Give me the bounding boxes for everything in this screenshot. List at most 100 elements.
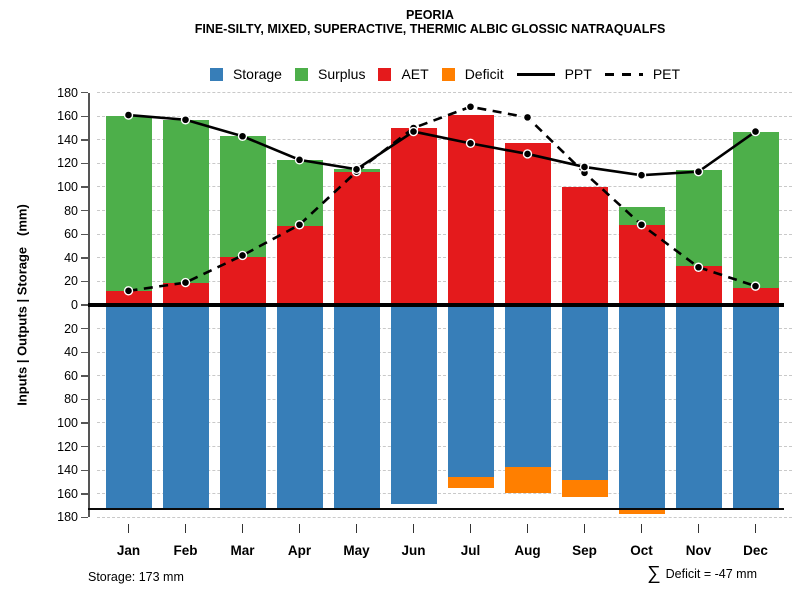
legend-swatch-pet-icon — [604, 72, 643, 76]
legend-item-pet: PET — [604, 66, 681, 82]
bar-aet-Mar — [219, 256, 266, 305]
y-tick-label-top-140: 140 — [57, 132, 78, 147]
storage-note: Storage: 173 mm — [88, 570, 184, 584]
bar-storage-Aug — [504, 305, 551, 467]
gridline-minus-180 — [97, 516, 792, 518]
gridline-plus-180 — [97, 91, 792, 93]
bar-deficit-Sep — [561, 479, 608, 498]
bar-storage-Mar — [219, 305, 266, 510]
y-tick-bottom-100 — [81, 422, 88, 424]
bar-deficit-Jul — [447, 477, 494, 488]
x-tick-Dec — [754, 524, 757, 533]
x-tick-Apr — [298, 524, 301, 533]
y-tick-top-120 — [81, 162, 88, 165]
x-tick-Nov — [697, 524, 700, 533]
bar-storage-Jul — [447, 305, 494, 478]
bar-storage-Jan — [105, 305, 152, 510]
y-tick-label-top-0: 0 — [71, 298, 78, 312]
y-tick-top-0 — [81, 304, 88, 306]
bar-aet-Aug — [504, 143, 551, 305]
y-tick-label-top-100: 100 — [57, 180, 78, 194]
x-tick-May — [355, 524, 358, 533]
zero-axis-line — [88, 303, 784, 307]
ppt-marker-Sep — [579, 162, 590, 172]
x-tick-Oct — [640, 524, 643, 533]
bar-aet-Dec — [732, 288, 779, 305]
month-label-Jan: Jan — [116, 543, 141, 558]
month-label-Mar: Mar — [230, 543, 255, 558]
bar-storage-Dec — [732, 305, 779, 510]
deficit-note-text: Deficit = -47 mm — [665, 566, 757, 581]
y-tick-top-60 — [81, 233, 88, 235]
legend-item-surplus: Surplus — [294, 66, 366, 82]
month-label-Jul: Jul — [460, 543, 481, 558]
bar-aet-May — [333, 171, 380, 305]
y-tick-label-top-120: 120 — [57, 156, 78, 171]
y-tick-bottom-60 — [81, 375, 88, 377]
chart-subtitle: FINE-SILTY, MIXED, SUPERACTIVE, THERMIC … — [194, 22, 666, 36]
legend-swatch-ppt-icon — [516, 72, 555, 76]
y-tick-bottom-140 — [81, 469, 88, 471]
y-tick-top-40 — [81, 257, 88, 259]
x-tick-Sep — [583, 524, 586, 533]
month-label-Nov: Nov — [685, 543, 712, 558]
gridline-plus-160 — [97, 115, 792, 117]
y-tick-label-top-20: 20 — [64, 274, 78, 289]
y-tick-top-160 — [81, 115, 88, 117]
y-tick-top-20 — [81, 280, 88, 283]
y-tick-top-80 — [81, 209, 88, 212]
chart-title: PEORIA — [406, 8, 454, 22]
legend-item-ppt: PPT — [516, 66, 592, 82]
x-tick-Feb — [184, 524, 187, 533]
month-label-Aug: Aug — [514, 543, 541, 558]
gridline-minus-60 — [97, 375, 792, 377]
y-tick-label-bottom-100: 100 — [57, 416, 78, 430]
y-tick-label-bottom-40: 40 — [64, 345, 78, 360]
legend-label-deficit: Deficit — [464, 66, 504, 82]
bar-storage-May — [333, 305, 380, 510]
y-tick-label-bottom-60: 60 — [64, 368, 78, 383]
bar-surplus-Jan — [105, 116, 152, 291]
deficit-note: ∑ Deficit = -47 mm — [647, 564, 757, 583]
legend-item-deficit: Deficit — [441, 66, 504, 82]
legend-item-storage: Storage — [209, 66, 282, 82]
y-tick-label-bottom-180: 180 — [57, 510, 78, 525]
legend-label-surplus: Surplus — [317, 66, 366, 82]
y-tick-label-top-80: 80 — [64, 203, 78, 218]
y-tick-label-bottom-160: 160 — [57, 486, 78, 501]
y-tick-label-bottom-80: 80 — [64, 392, 78, 407]
y-tick-label-bottom-140: 140 — [57, 463, 78, 478]
bar-storage-Sep — [561, 305, 608, 480]
x-tick-Mar — [241, 524, 244, 533]
month-label-Sep: Sep — [572, 543, 597, 558]
y-tick-label-bottom-120: 120 — [57, 439, 78, 454]
bar-aet-Jan — [105, 290, 152, 305]
y-tick-label-top-60: 60 — [64, 227, 78, 242]
y-tick-label-top-40: 40 — [64, 250, 78, 265]
y-tick-bottom-80 — [81, 398, 88, 401]
month-label-Apr: Apr — [287, 543, 312, 558]
y-tick-bottom-40 — [81, 351, 88, 353]
y-tick-bottom-160 — [81, 493, 88, 495]
bar-storage-Jun — [390, 305, 437, 505]
bar-storage-Oct — [618, 305, 665, 510]
bar-surplus-Nov — [675, 170, 722, 267]
month-label-Feb: Feb — [173, 543, 198, 558]
legend-label-pet: PET — [652, 66, 681, 82]
chart-legend: Storage Surplus AET Deficit PPT PET — [100, 66, 790, 82]
bar-storage-Apr — [276, 305, 323, 510]
gridline-minus-140 — [97, 469, 792, 471]
x-tick-Jul — [469, 524, 472, 533]
storage-base-line — [88, 508, 784, 511]
gridline-minus-100 — [97, 422, 792, 424]
bar-aet-Feb — [162, 282, 209, 305]
legend-swatch-aet-icon — [378, 67, 392, 81]
legend-swatch-surplus-icon — [294, 67, 308, 81]
bar-aet-Jun — [390, 128, 437, 305]
month-label-May: May — [343, 543, 370, 558]
x-tick-Aug — [526, 524, 529, 533]
ppt-marker-Oct — [636, 170, 647, 180]
legend-label-ppt: PPT — [564, 66, 592, 82]
month-label-Dec: Dec — [743, 543, 768, 558]
